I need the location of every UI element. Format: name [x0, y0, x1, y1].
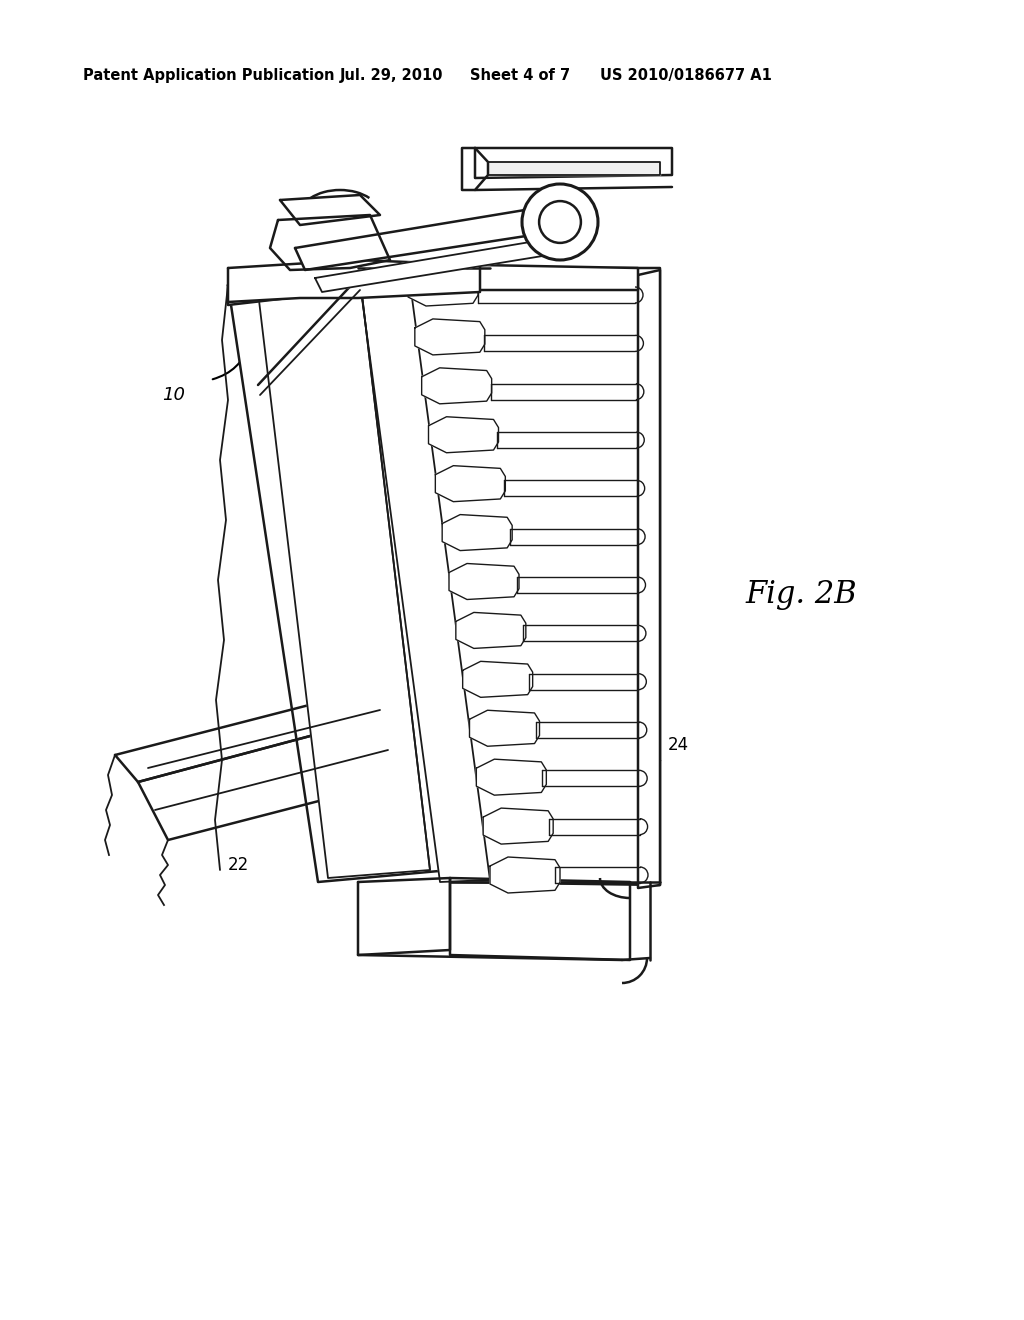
Polygon shape [358, 265, 638, 290]
Polygon shape [476, 759, 547, 795]
Text: 10: 10 [162, 385, 185, 404]
Polygon shape [228, 260, 480, 302]
Polygon shape [408, 271, 478, 306]
Polygon shape [490, 857, 560, 894]
Polygon shape [422, 368, 492, 404]
Text: 22: 22 [227, 855, 249, 874]
Polygon shape [456, 612, 526, 648]
Polygon shape [450, 878, 630, 960]
Text: 24: 24 [668, 737, 689, 754]
Polygon shape [315, 238, 567, 292]
Polygon shape [475, 148, 672, 178]
Polygon shape [442, 515, 512, 550]
Polygon shape [295, 205, 565, 271]
Text: Patent Application Publication: Patent Application Publication [83, 69, 335, 83]
Polygon shape [115, 696, 370, 781]
Polygon shape [462, 148, 488, 190]
Polygon shape [483, 808, 553, 843]
Text: Fig. 2B: Fig. 2B [745, 579, 857, 610]
Text: Sheet 4 of 7: Sheet 4 of 7 [470, 69, 570, 83]
Polygon shape [428, 417, 499, 453]
Polygon shape [415, 319, 484, 355]
Circle shape [539, 201, 581, 243]
Polygon shape [138, 719, 400, 840]
Polygon shape [488, 162, 660, 176]
Text: Jul. 29, 2010: Jul. 29, 2010 [340, 69, 443, 83]
Text: US 2010/0186677 A1: US 2010/0186677 A1 [600, 69, 772, 83]
Polygon shape [449, 564, 519, 599]
Polygon shape [435, 466, 505, 502]
Polygon shape [358, 878, 450, 954]
Polygon shape [469, 710, 540, 746]
Polygon shape [258, 279, 430, 878]
Polygon shape [228, 271, 450, 882]
Polygon shape [638, 271, 660, 888]
Polygon shape [358, 268, 660, 884]
Polygon shape [358, 268, 490, 882]
Polygon shape [463, 661, 532, 697]
Polygon shape [270, 215, 390, 271]
Polygon shape [228, 268, 480, 305]
Circle shape [522, 183, 598, 260]
Polygon shape [280, 195, 380, 224]
